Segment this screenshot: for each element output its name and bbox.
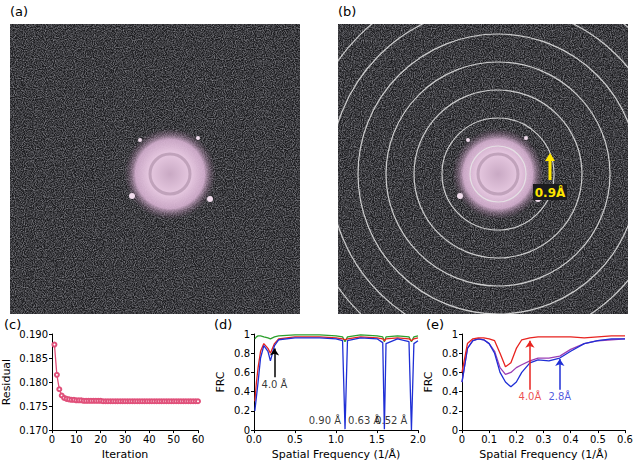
svg-text:2.8Å: 2.8Å <box>548 390 571 402</box>
svg-text:Spatial Frequency (1/Å): Spatial Frequency (1/Å) <box>479 448 608 461</box>
svg-text:2.0: 2.0 <box>410 434 426 445</box>
svg-text:4.0Å: 4.0Å <box>519 390 542 402</box>
svg-text:40: 40 <box>143 434 156 445</box>
svg-text:0.4: 0.4 <box>234 386 250 397</box>
svg-text:Residual: Residual <box>0 359 13 405</box>
svg-text:1: 1 <box>452 329 458 340</box>
svg-text:(c): (c) <box>4 317 22 332</box>
svg-text:0.3: 0.3 <box>536 434 552 445</box>
svg-text:0.6: 0.6 <box>234 367 250 378</box>
svg-text:0.5: 0.5 <box>590 434 606 445</box>
svg-text:30: 30 <box>119 434 132 445</box>
svg-text:0.6: 0.6 <box>442 367 458 378</box>
html-text:(a): (a) <box>10 4 29 19</box>
svg-text:0.170: 0.170 <box>19 425 48 436</box>
svg-text:(e): (e) <box>426 318 444 332</box>
svg-text:0: 0 <box>452 425 458 436</box>
svg-text:4.0 Å: 4.0 Å <box>262 378 288 390</box>
svg-text:0: 0 <box>459 434 465 445</box>
svg-text:Iteration: Iteration <box>102 448 149 461</box>
svg-text:0.8: 0.8 <box>442 348 458 359</box>
svg-text:0.185: 0.185 <box>19 353 48 364</box>
svg-text:10: 10 <box>70 434 83 445</box>
svg-text:0.2: 0.2 <box>442 405 458 416</box>
svg-text:Spatial Frequency (1/Å): Spatial Frequency (1/Å) <box>272 448 401 461</box>
svg-text:1.0: 1.0 <box>328 434 344 445</box>
svg-text:0.190: 0.190 <box>19 329 48 340</box>
svg-text:0.8: 0.8 <box>234 348 250 359</box>
svg-text:0.52 Å: 0.52 Å <box>375 414 407 426</box>
svg-text:0.4: 0.4 <box>442 386 458 397</box>
svg-text:60: 60 <box>192 434 205 445</box>
svg-text:0.5: 0.5 <box>287 434 303 445</box>
svg-text:0.1: 0.1 <box>481 434 497 445</box>
svg-text:FRC: FRC <box>214 371 227 392</box>
svg-text:0.2: 0.2 <box>234 405 250 416</box>
svg-text:1.5: 1.5 <box>369 434 385 445</box>
svg-text:0.63 Å: 0.63 Å <box>348 415 381 426</box>
svg-text:0: 0 <box>243 424 250 436</box>
svg-text:0.90 Å: 0.90 Å <box>309 414 341 426</box>
svg-text:20: 20 <box>94 434 107 445</box>
svg-text:0: 0 <box>49 434 55 445</box>
svg-text:1: 1 <box>244 329 250 340</box>
svg-text:0.4: 0.4 <box>563 434 579 445</box>
svg-text:0.9Å: 0.9Å <box>535 185 566 200</box>
svg-text:FRC: FRC <box>422 371 435 392</box>
svg-text:0.0: 0.0 <box>246 434 262 445</box>
svg-text:(d): (d) <box>214 318 232 332</box>
svg-text:50: 50 <box>167 434 180 445</box>
svg-text:0.175: 0.175 <box>19 401 48 412</box>
svg-text:0.6: 0.6 <box>617 434 633 445</box>
html-text:(b): (b) <box>338 4 357 19</box>
svg-text:0.2: 0.2 <box>508 434 524 445</box>
svg-text:0.180: 0.180 <box>19 377 48 388</box>
